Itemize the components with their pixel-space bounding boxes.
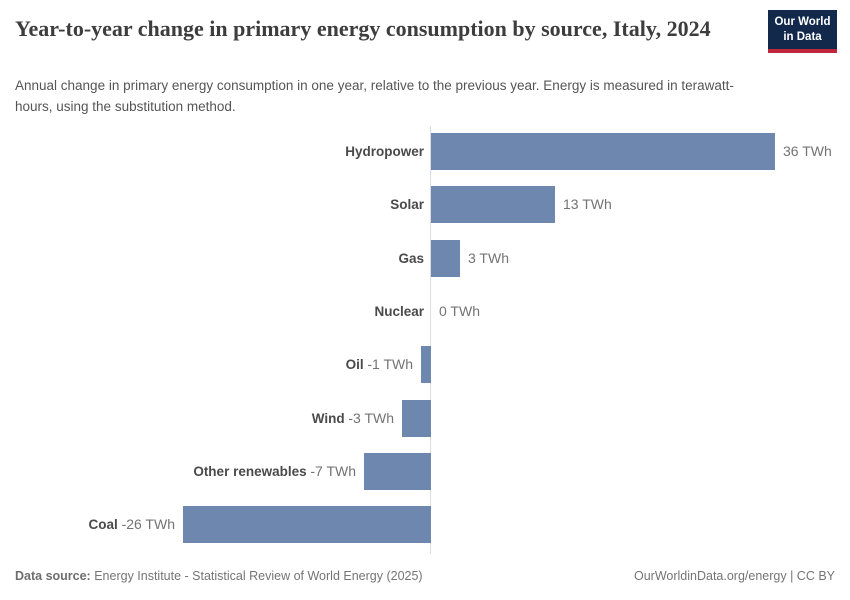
value-label-wind: -3 TWh — [348, 410, 394, 426]
bar-row-oil: Oil -1 TWh — [0, 346, 850, 383]
owid-logo-red-strip — [768, 48, 837, 53]
data-source-text: Energy Institute - Statistical Review of… — [90, 569, 423, 583]
value-label-oil: -1 TWh — [367, 356, 413, 372]
category-label-nuclear: Nuclear — [374, 304, 424, 319]
category-text: Wind — [311, 411, 349, 426]
bar-coal[interactable] — [183, 506, 431, 543]
value-label-hydropower: 36 TWh — [783, 143, 832, 159]
bar-solar[interactable] — [431, 186, 555, 223]
bar-row-coal: Coal -26 TWh — [0, 506, 850, 543]
bar-row-gas: Gas 3 TWh — [0, 240, 850, 277]
data-source-note: Data source: Energy Institute - Statisti… — [15, 569, 423, 583]
bar-oil[interactable] — [421, 346, 431, 383]
category-label-hydropower: Hydropower — [345, 144, 424, 159]
bar-chart: Hydropower 36 TWh Solar 13 TWh Gas 3 TWh Nucle… — [0, 124, 850, 556]
bar-other-renewables[interactable] — [364, 453, 431, 490]
bar-row-other-renewables: Other renewables -7 TWh — [0, 453, 850, 490]
bar-row-hydropower: Hydropower 36 TWh — [0, 133, 850, 170]
owid-logo-line1: Our World — [774, 16, 831, 28]
category-label-coal: Coal -26 TWh — [89, 506, 175, 543]
owid-logo[interactable]: Our World in Data — [768, 10, 837, 53]
credit-link[interactable]: OurWorldinData.org/energy | CC BY — [633, 569, 835, 583]
value-label-coal: -26 TWh — [121, 516, 175, 532]
owid-logo-box: Our World in Data — [768, 10, 837, 49]
bar-gas[interactable] — [431, 240, 460, 277]
bar-row-nuclear: Nuclear 0 TWh — [0, 293, 850, 330]
category-text: Coal — [88, 517, 122, 532]
value-label-nuclear: 0 TWh — [439, 303, 480, 319]
bar-row-wind: Wind -3 TWh — [0, 400, 850, 437]
value-label-solar: 13 TWh — [563, 196, 612, 212]
category-label-gas: Gas — [398, 251, 424, 266]
owid-logo-line2: in Data — [783, 30, 822, 43]
category-text: Other renewables — [193, 464, 311, 479]
bar-hydropower[interactable] — [431, 133, 775, 170]
chart-subtitle: Annual change in primary energy consumpt… — [15, 78, 734, 114]
category-label-oil: Oil -1 TWh — [346, 346, 413, 383]
page-title: Year-to-year change in primary energy co… — [15, 16, 711, 41]
zero-axis-line — [430, 126, 431, 554]
value-label-gas: 3 TWh — [468, 250, 509, 266]
category-label-wind: Wind -3 TWh — [312, 400, 394, 437]
bar-wind[interactable] — [402, 400, 431, 437]
category-label-solar: Solar — [390, 197, 424, 212]
data-source-label: Data source: — [15, 569, 91, 583]
bar-row-solar: Solar 13 TWh — [0, 186, 850, 223]
value-label-other-renewables: -7 TWh — [310, 463, 356, 479]
category-text: Oil — [345, 357, 368, 372]
category-label-other-renewables: Other renewables -7 TWh — [193, 453, 356, 490]
